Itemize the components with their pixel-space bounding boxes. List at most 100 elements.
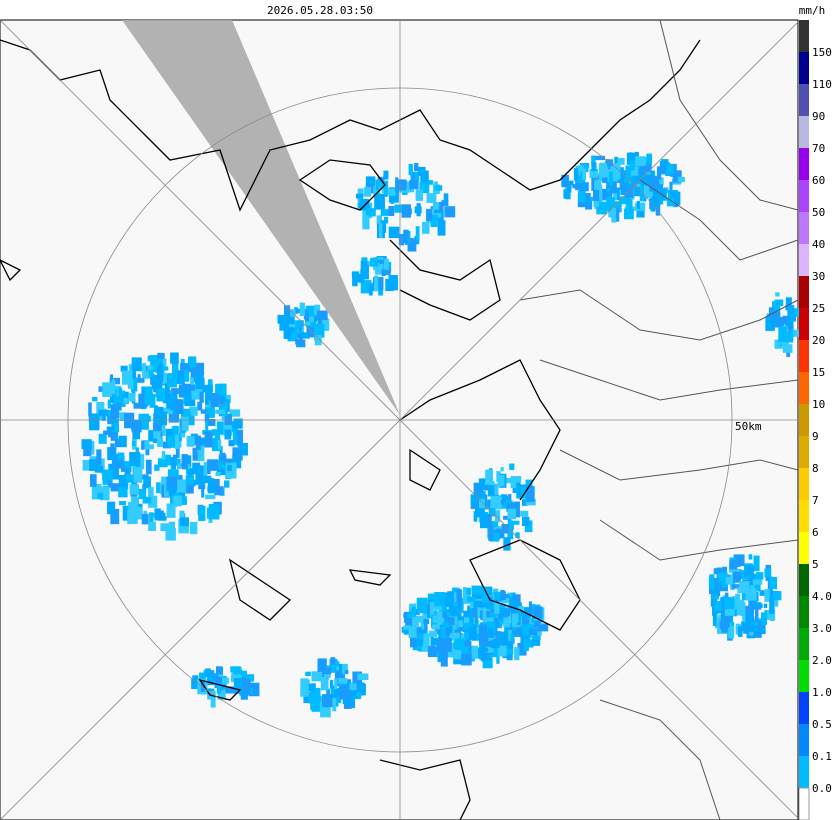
rain-cell xyxy=(775,292,780,297)
rain-cell xyxy=(419,181,430,194)
rain-cell xyxy=(162,358,167,371)
rain-cell xyxy=(373,186,381,197)
rain-cell xyxy=(507,612,512,622)
rain-cell xyxy=(494,601,500,615)
rain-cell xyxy=(620,185,630,196)
rain-cell xyxy=(471,585,483,595)
rain-cell xyxy=(210,693,216,708)
rain-cell xyxy=(142,496,152,504)
rain-cell xyxy=(785,319,793,329)
rain-cell xyxy=(218,454,227,461)
rain-cell xyxy=(122,505,130,521)
rain-cell xyxy=(779,317,784,331)
legend-swatch xyxy=(799,500,809,532)
rain-cell xyxy=(249,682,260,697)
rain-cell xyxy=(487,499,492,507)
legend-swatch xyxy=(799,340,809,372)
rain-cell xyxy=(613,201,622,213)
rain-cell xyxy=(755,605,759,622)
rain-cell xyxy=(484,480,495,485)
rain-cell xyxy=(440,626,448,639)
rain-cell xyxy=(168,521,175,538)
rain-cell xyxy=(108,463,119,480)
rain-cell xyxy=(443,193,449,202)
legend-label: 2.0 xyxy=(812,654,832,667)
rain-cell xyxy=(520,510,529,517)
rain-cell xyxy=(497,645,507,657)
rain-cell xyxy=(788,315,797,322)
rain-cell xyxy=(509,592,516,598)
rain-cell xyxy=(388,275,398,291)
rain-cell xyxy=(403,181,415,193)
rain-cell xyxy=(761,612,768,625)
rain-cell xyxy=(415,189,424,201)
rain-cell xyxy=(210,459,218,471)
rain-cell xyxy=(488,524,494,541)
rain-cell xyxy=(195,435,201,451)
rain-cell xyxy=(154,405,159,421)
rain-cell xyxy=(277,314,287,324)
rain-cell xyxy=(179,496,187,505)
rain-cell xyxy=(518,611,529,626)
rain-cell xyxy=(741,621,748,632)
rain-cell xyxy=(503,515,511,520)
rain-cell xyxy=(445,628,450,636)
rain-cell xyxy=(791,329,801,337)
rain-cell xyxy=(487,621,496,634)
rain-cell xyxy=(745,588,757,601)
rain-cell xyxy=(313,310,318,323)
rain-cell xyxy=(514,606,524,612)
rain-cell xyxy=(205,494,216,500)
rain-cell xyxy=(513,476,522,483)
rain-cell xyxy=(175,434,180,450)
rain-cell xyxy=(487,483,495,497)
rain-cell xyxy=(330,685,336,699)
rain-cell xyxy=(709,574,715,591)
rain-cell xyxy=(244,679,251,693)
rain-cell xyxy=(107,501,116,515)
rain-cell xyxy=(611,181,617,194)
rain-cell xyxy=(304,683,315,692)
rain-cell xyxy=(572,184,579,189)
rain-cell xyxy=(566,183,572,193)
rain-cell xyxy=(365,176,376,186)
rain-cell xyxy=(408,163,413,176)
rain-cell xyxy=(145,444,155,450)
rain-cell xyxy=(135,447,139,454)
rain-cell xyxy=(224,686,236,694)
rain-cell xyxy=(461,653,472,666)
rain-cell xyxy=(219,401,228,416)
rain-cell xyxy=(218,669,223,685)
rain-cell xyxy=(785,297,792,305)
rain-cell xyxy=(425,180,433,185)
rain-cell xyxy=(172,362,179,377)
rain-cell xyxy=(669,181,673,191)
rain-cell xyxy=(205,395,210,405)
rain-cell xyxy=(224,480,230,488)
rain-cell xyxy=(636,201,640,210)
rain-cell xyxy=(668,164,675,175)
rain-cell xyxy=(753,555,760,572)
rain-cell xyxy=(619,196,631,205)
rain-cell xyxy=(296,339,306,348)
rain-cell xyxy=(506,609,511,616)
rain-cell xyxy=(713,568,725,575)
rain-cell xyxy=(411,606,416,615)
rain-cell xyxy=(138,413,149,430)
rain-cell xyxy=(443,638,452,652)
map: 50km xyxy=(0,19,801,820)
legend-label: 3.0 xyxy=(812,622,832,635)
rain-cell xyxy=(395,177,399,192)
rain-cell xyxy=(439,202,444,211)
rain-cell xyxy=(523,635,529,652)
rain-cell xyxy=(472,607,478,623)
rain-cell xyxy=(525,479,533,490)
rain-cell xyxy=(432,610,443,623)
rain-cell xyxy=(217,440,222,450)
rain-cell xyxy=(596,201,607,215)
rain-cell xyxy=(184,369,190,382)
rain-cell xyxy=(670,191,681,206)
rain-cell xyxy=(661,159,669,169)
rain-cell xyxy=(411,173,416,188)
rain-cell xyxy=(577,174,586,184)
